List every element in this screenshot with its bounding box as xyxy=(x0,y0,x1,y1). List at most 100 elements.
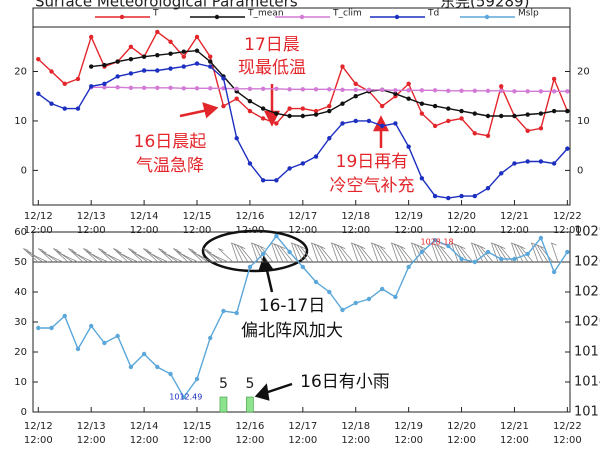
wind-barb xyxy=(134,253,154,263)
series-marker xyxy=(128,56,134,62)
series-marker xyxy=(181,394,186,400)
wind-barb xyxy=(104,253,124,263)
series-marker xyxy=(221,103,226,109)
series-marker xyxy=(194,48,200,53)
series-marker xyxy=(194,86,200,91)
wind-barb xyxy=(239,246,254,263)
x-tick-time: 12:00 xyxy=(553,435,582,446)
series-marker xyxy=(406,81,411,87)
series-marker xyxy=(512,256,517,262)
wind-barb xyxy=(143,248,159,263)
series-marker xyxy=(300,106,306,111)
annotation: 气温急降 xyxy=(136,156,204,176)
series-marker xyxy=(128,364,134,370)
series-marker xyxy=(208,335,213,341)
series-marker xyxy=(485,88,491,93)
legend-label: Mslp xyxy=(518,9,539,19)
annotation: 现最低温 xyxy=(238,58,306,78)
x-tick-time: 12:00 xyxy=(553,225,582,236)
series-marker xyxy=(406,264,411,270)
station-name: 东莞(59289) xyxy=(440,0,529,11)
x-tick-time: 12:00 xyxy=(500,225,529,236)
wind-barb xyxy=(330,242,339,263)
x-tick-label: 12/21 xyxy=(500,421,529,432)
wind-barb xyxy=(350,242,359,263)
wind-barb xyxy=(161,250,179,263)
y-tick-label: 20 xyxy=(14,67,27,78)
arrow xyxy=(264,265,274,293)
x-tick-label: 12/15 xyxy=(183,421,212,432)
series-marker xyxy=(194,61,200,66)
series-marker xyxy=(115,85,120,90)
series-marker xyxy=(313,112,319,117)
series-marker xyxy=(419,249,425,255)
series-marker xyxy=(446,88,451,93)
series-marker xyxy=(327,108,332,114)
series-marker xyxy=(538,126,544,131)
series-line xyxy=(37,62,568,199)
x-tick-label: 12/14 xyxy=(130,211,159,222)
wind-barb xyxy=(41,250,59,263)
annotation: 17日晨 xyxy=(244,35,300,55)
wind-barb xyxy=(290,242,299,263)
legend-label: Td xyxy=(427,9,439,19)
series-marker xyxy=(551,269,557,275)
series-marker xyxy=(366,296,372,302)
x-tick-time: 12:00 xyxy=(394,225,423,236)
wind-barb xyxy=(101,250,119,263)
legend-label: T_mean xyxy=(247,9,284,19)
x-tick-label: 12/20 xyxy=(447,421,476,432)
series-marker xyxy=(208,86,213,91)
series-marker xyxy=(181,64,186,69)
series-marker xyxy=(141,351,147,357)
y-tick-label: 10 xyxy=(14,116,27,127)
series-marker xyxy=(406,144,411,149)
series-marker xyxy=(419,176,425,181)
y-tick-label-right: 0 xyxy=(577,165,583,176)
x-tick-label: 12/22 xyxy=(553,211,582,222)
series-marker xyxy=(472,259,477,265)
wind-barb xyxy=(68,248,84,263)
series-marker xyxy=(432,238,438,243)
series-marker xyxy=(88,323,94,329)
series-marker xyxy=(88,84,94,89)
y2-tick-label: 1014 xyxy=(574,375,600,390)
wind-barb xyxy=(26,250,44,263)
x-tick-time: 12:00 xyxy=(341,225,370,236)
series-marker xyxy=(102,81,107,87)
series-marker xyxy=(565,108,570,114)
series-marker xyxy=(234,310,239,316)
wind-barb xyxy=(164,253,184,263)
annotation: 16日晨起 xyxy=(134,132,207,152)
series-marker xyxy=(260,116,266,121)
wind-barb xyxy=(86,250,104,263)
series-marker xyxy=(168,85,173,91)
wind-barb xyxy=(399,246,414,263)
series-marker xyxy=(75,346,81,352)
series-marker xyxy=(340,307,345,313)
y2-tick-label: 1026 xyxy=(574,255,600,270)
series-marker xyxy=(525,89,530,94)
wind-barb xyxy=(299,246,314,263)
series-marker xyxy=(327,103,332,109)
series-marker xyxy=(406,88,411,93)
x-tick-label: 12/14 xyxy=(130,421,159,432)
x-tick-label: 12/16 xyxy=(236,421,265,432)
arrow xyxy=(179,108,209,118)
series-marker xyxy=(538,235,544,241)
series-marker xyxy=(221,308,226,314)
series-marker xyxy=(327,136,332,141)
wind-barbs xyxy=(23,242,559,263)
series-marker xyxy=(565,89,570,94)
series-marker xyxy=(340,121,345,126)
series-marker xyxy=(128,85,134,91)
series-marker xyxy=(49,325,54,331)
x-tick-label: 12/19 xyxy=(394,421,423,432)
series-marker xyxy=(247,264,253,270)
series-marker xyxy=(485,185,491,191)
x-tick-label: 12/20 xyxy=(447,211,476,222)
x-tick-label: 12/13 xyxy=(77,421,106,432)
